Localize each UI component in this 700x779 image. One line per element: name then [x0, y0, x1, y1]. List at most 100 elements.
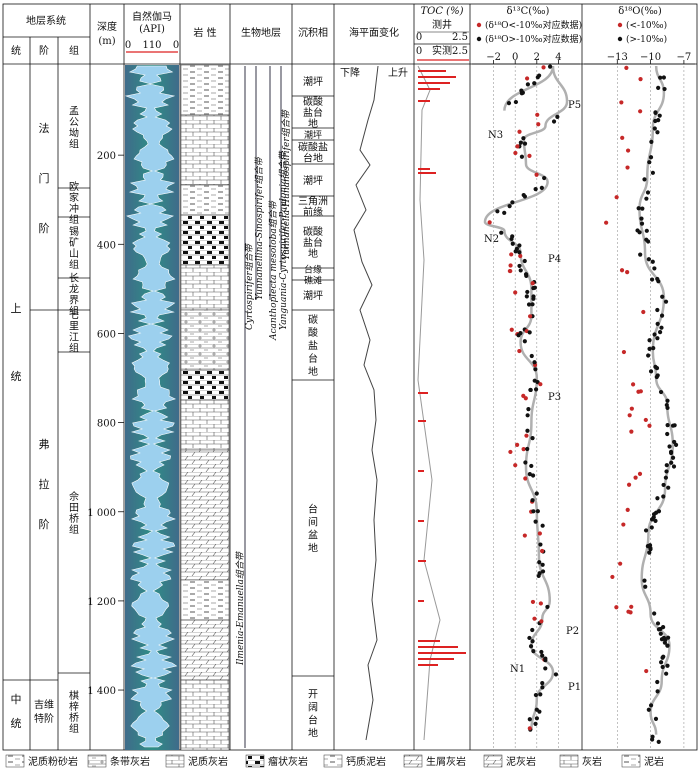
data-point [621, 349, 627, 355]
sealevel-rise: 上升 [388, 67, 408, 79]
facies-label: 潮坪 [303, 174, 323, 187]
legend-5: 生屑灰岩 [426, 755, 466, 768]
toc-bar [418, 652, 466, 654]
data-point [522, 533, 527, 538]
series-upper-1: 上 [11, 302, 22, 315]
data-point [534, 491, 539, 496]
facies-label: 碳酸 [303, 95, 323, 108]
strat-system-header: 地层系统 [26, 14, 66, 27]
group-label-char: 田 [69, 503, 79, 514]
toc-log-tick-0: 0 [416, 32, 422, 43]
data-point [668, 449, 674, 454]
d13c-legend-red: (δ¹⁸O<-10‰对应数据) [485, 19, 582, 31]
toc-bar [418, 172, 436, 174]
data-point [650, 259, 655, 264]
data-point [664, 463, 669, 468]
d13c-points [487, 64, 560, 732]
c-event-label: N3 [488, 130, 503, 141]
data-point [524, 433, 529, 438]
data-point [652, 611, 657, 616]
data-point [660, 294, 665, 299]
d18o-gridlines: −13 −10 −7 [584, 52, 695, 748]
data-point [538, 542, 543, 547]
data-point [652, 126, 657, 131]
data-point [538, 382, 543, 387]
data-point [655, 679, 660, 685]
legend-2: 泥质灰岩 [188, 755, 228, 768]
data-point [659, 660, 664, 665]
data-point [530, 281, 535, 286]
biozones: Ilmenia-Emanuella组合带 Cyrtospirifer组合带 Yu… [235, 66, 292, 748]
data-point [673, 442, 679, 447]
data-point [540, 562, 545, 567]
data-point [525, 82, 530, 87]
data-point [654, 366, 660, 371]
data-point [625, 165, 630, 170]
data-point [555, 114, 560, 119]
group-label-char: 梓 [69, 700, 79, 713]
depth-tick-label: 400 [97, 240, 116, 251]
data-point [647, 550, 652, 555]
axis-tick-label: −2 [486, 52, 501, 63]
depth-tick-label: 200 [97, 151, 116, 162]
axis-tick-label: −7 [677, 52, 692, 63]
facies-label: 碳 [308, 313, 318, 326]
data-point [533, 387, 539, 392]
group-label-char: 山 [69, 248, 79, 260]
data-point [531, 509, 536, 514]
data-point [653, 716, 659, 721]
c-event-label: P5 [568, 100, 581, 111]
data-point [604, 220, 609, 225]
toc-bar [418, 88, 440, 90]
data-point [625, 507, 630, 512]
data-point [524, 294, 529, 299]
toc-bar [418, 560, 426, 562]
lithology-legend: 泥质粉砂岩 条带灰岩 泥质灰岩 瘤状灰岩 钙质泥岩 生屑灰岩 泥灰岩 灰岩 泥岩 [5, 754, 664, 768]
data-point [659, 325, 664, 330]
data-point [532, 616, 537, 621]
d18o-plot: −13 −10 −7 [584, 52, 695, 748]
data-point [513, 99, 519, 105]
data-point [538, 692, 543, 697]
lithology-column [180, 64, 230, 751]
data-point [665, 431, 670, 437]
group-label-char: 坳 [69, 127, 79, 140]
data-point [495, 209, 500, 214]
data-point [661, 75, 666, 80]
toc-bar [418, 520, 424, 522]
d18o-legend-black: (>-10‰) [626, 34, 667, 45]
depth-tick-label: 1 000 [87, 508, 116, 519]
data-point [516, 333, 521, 338]
facies-label: 地 [308, 117, 318, 130]
data-point [526, 302, 532, 307]
data-point [540, 681, 545, 686]
data-point [527, 153, 532, 158]
d13c-legend-black-dot [476, 36, 482, 42]
data-point [487, 220, 492, 225]
data-point [547, 64, 553, 69]
data-point [540, 653, 545, 658]
data-point [610, 574, 615, 580]
data-point [664, 469, 669, 474]
stage-famennian-1: 法 [39, 121, 50, 135]
toc-meas-label: 实测 [432, 44, 452, 57]
data-point [518, 268, 523, 273]
facies-label: 地 [308, 365, 318, 378]
gamma-tick-0: 0 [125, 40, 131, 51]
data-point [522, 258, 527, 264]
data-point [535, 509, 540, 514]
data-point [620, 135, 625, 140]
data-point [514, 246, 519, 251]
data-point [541, 65, 546, 70]
d13c-legend-black: (δ¹⁸O>-10‰对应数据) [485, 33, 582, 45]
group-label-char: 桥 [69, 712, 79, 724]
depth-unit: (m) [98, 36, 115, 47]
data-point [671, 464, 677, 469]
data-point [529, 353, 534, 359]
data-point [533, 721, 538, 726]
data-point [627, 413, 632, 418]
data-point [533, 692, 539, 698]
axis-tick-label: 2 [534, 52, 540, 63]
data-point [657, 113, 662, 118]
